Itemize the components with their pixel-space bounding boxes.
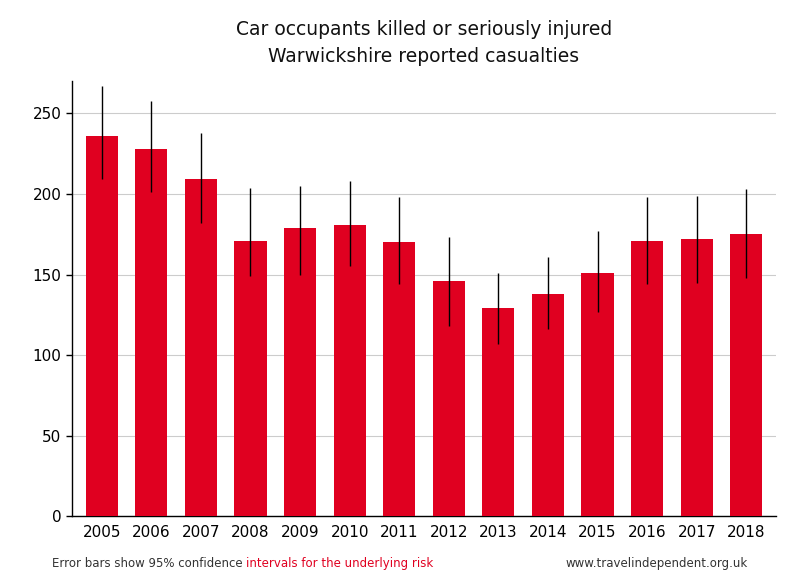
Bar — [185, 179, 217, 516]
Bar — [433, 281, 465, 516]
Bar — [730, 234, 762, 516]
Bar — [284, 228, 316, 516]
Text: intervals for the underlying risk: intervals for the underlying risk — [246, 557, 434, 570]
Bar — [86, 136, 118, 516]
Text: Error bars show 95% confidence: Error bars show 95% confidence — [52, 557, 246, 570]
Bar — [532, 294, 564, 516]
Bar — [482, 309, 514, 516]
Bar — [334, 224, 366, 516]
Bar — [631, 241, 663, 516]
Text: www.travelindependent.org.uk: www.travelindependent.org.uk — [566, 557, 748, 570]
Bar — [681, 239, 713, 516]
Bar — [383, 242, 415, 516]
Title: Car occupants killed or seriously injured
Warwickshire reported casualties: Car occupants killed or seriously injure… — [236, 20, 612, 66]
Bar — [582, 273, 614, 516]
Bar — [135, 149, 167, 516]
Bar — [234, 241, 266, 516]
